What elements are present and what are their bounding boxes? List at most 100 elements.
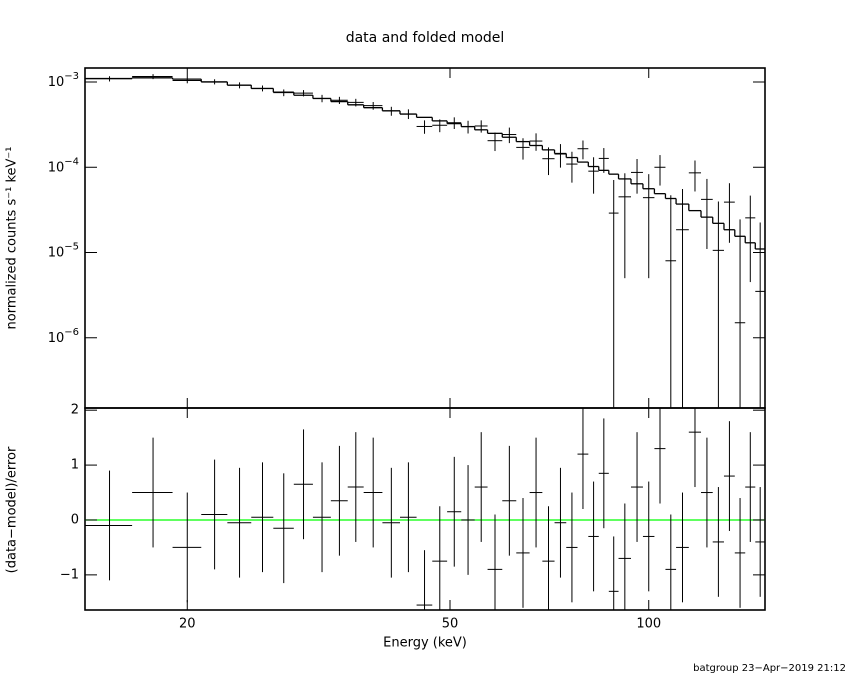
data-point (132, 437, 173, 548)
y-tick-exponent: −4 (64, 156, 79, 167)
data-point (745, 432, 756, 542)
data-point (432, 119, 448, 133)
y-tick-base: 10 (48, 330, 65, 345)
data-point (416, 550, 433, 610)
data-point (502, 127, 517, 144)
data-point (312, 94, 331, 103)
data-point (745, 195, 756, 283)
x-axis-label: Energy (keV) (383, 636, 467, 651)
data-point (382, 467, 401, 578)
y-tick-base: 10 (48, 245, 65, 260)
data-point (363, 101, 383, 110)
y-tick-base: 10 (48, 160, 65, 175)
data-point (529, 437, 543, 548)
data-point (618, 173, 631, 279)
data-point (201, 459, 228, 570)
x-tick-label: 50 (442, 617, 459, 632)
data-point (132, 74, 173, 80)
y-tick-exponent: −6 (64, 327, 79, 338)
data-point (516, 138, 530, 160)
y-tick-label: 10−3 (48, 71, 79, 90)
data-point (447, 117, 462, 130)
data-point (701, 178, 713, 249)
top-plot (85, 74, 765, 408)
y-tick-label: 2 (71, 403, 79, 418)
data-point (676, 189, 689, 408)
data-point (598, 148, 609, 173)
data-point (676, 492, 689, 603)
data-point (723, 183, 735, 243)
data-point (734, 498, 746, 608)
y-tick-label: 0 (71, 512, 79, 527)
data-point (400, 109, 417, 120)
data-point (330, 96, 348, 105)
data-point (85, 76, 133, 82)
data-point (461, 465, 475, 575)
data-point (588, 157, 599, 194)
data-point (734, 219, 746, 408)
data-point (608, 536, 619, 610)
data-point (554, 144, 567, 168)
data-point (630, 432, 643, 542)
data-point (654, 408, 666, 504)
y-tick-label: 10−6 (48, 327, 79, 346)
data-point (577, 140, 589, 160)
residual-plot (85, 408, 765, 610)
y-tick-label: −1 (60, 567, 79, 582)
data-point (755, 222, 765, 408)
data-point (516, 498, 530, 608)
data-point (227, 467, 252, 578)
data-point (201, 79, 228, 85)
data-point (400, 462, 417, 573)
data-point (688, 160, 702, 192)
data-point (542, 147, 555, 176)
data-point (665, 195, 677, 408)
data-point (273, 89, 294, 97)
data-point (502, 445, 517, 556)
data-point (172, 77, 202, 84)
data-point (447, 456, 462, 567)
y-tick-exponent: −5 (64, 242, 79, 253)
data-point (577, 408, 589, 509)
data-point (330, 445, 348, 556)
y-axis-label: normalized counts s⁻¹ keV⁻¹ (5, 147, 20, 330)
data-point (474, 432, 488, 542)
y-tick-base: 10 (48, 75, 65, 90)
data-point (312, 462, 331, 573)
footer: batgroup 23−Apr−2019 21:12 (693, 663, 846, 674)
y-tick-exponent: −3 (64, 71, 79, 82)
y-tick-label: 10−4 (48, 156, 79, 175)
data-point (665, 514, 677, 610)
data-point (227, 82, 252, 89)
data-point (712, 487, 724, 597)
data-point (630, 158, 643, 194)
data-point (461, 120, 475, 134)
data-point (608, 179, 619, 408)
data-point (293, 90, 313, 97)
data-point (474, 120, 488, 133)
data-point (755, 487, 765, 597)
data-point (347, 98, 364, 107)
data-point (487, 514, 503, 610)
data-point (347, 432, 364, 542)
data-point (529, 133, 543, 151)
data-point (642, 481, 655, 592)
data-point (618, 503, 631, 610)
x-tick-label: 100 (636, 617, 661, 632)
data-point (487, 132, 503, 152)
data-point (273, 473, 294, 584)
data-point (293, 429, 313, 540)
data-point (688, 408, 702, 488)
data-point (723, 421, 735, 531)
x-tick-label: 20 (179, 617, 196, 632)
y-tick-label: 10−5 (48, 242, 79, 261)
data-point (416, 120, 433, 134)
data-point (712, 201, 724, 408)
data-point (363, 437, 383, 548)
data-point (382, 106, 401, 116)
data-point (542, 506, 555, 610)
data-point (85, 470, 133, 581)
y-axis-label: (data−model)/error (5, 446, 20, 573)
